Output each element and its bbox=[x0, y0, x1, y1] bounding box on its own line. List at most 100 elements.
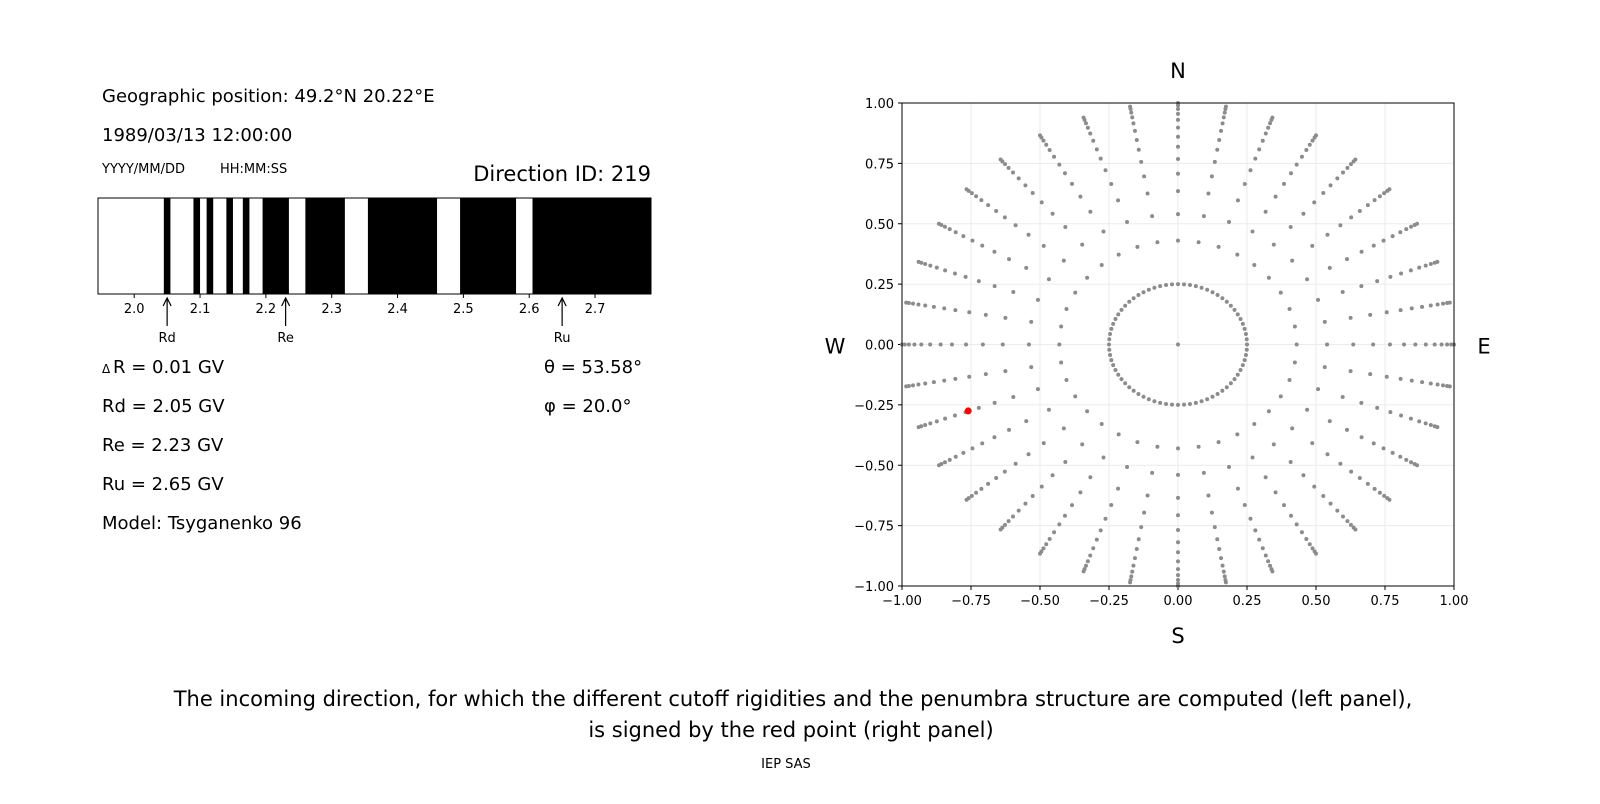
time-format: HH:MM:SS bbox=[220, 162, 287, 177]
direction-point bbox=[1201, 214, 1206, 219]
x-tick-label: 2.2 bbox=[256, 302, 277, 317]
direction-point bbox=[1024, 419, 1029, 424]
y-tick-label: −0.50 bbox=[854, 459, 894, 474]
direction-point bbox=[1116, 432, 1121, 437]
direction-point bbox=[1289, 513, 1294, 518]
direction-point bbox=[1322, 365, 1327, 370]
x-tick-label: 2.0 bbox=[124, 302, 145, 317]
direction-point bbox=[994, 476, 999, 481]
direction-point bbox=[1423, 263, 1428, 268]
direction-point bbox=[1409, 378, 1414, 383]
direction-point bbox=[1345, 519, 1350, 524]
direction-point bbox=[1070, 503, 1075, 508]
direction-point bbox=[1002, 215, 1007, 220]
direction-point bbox=[1035, 297, 1040, 302]
direction-point bbox=[1232, 307, 1237, 312]
direction-point bbox=[953, 376, 958, 381]
direction-point bbox=[1013, 461, 1018, 466]
direction-point bbox=[1357, 208, 1362, 213]
marker-label: Re bbox=[277, 331, 293, 346]
direction-point bbox=[1301, 211, 1306, 216]
x-tick-label: −0.25 bbox=[1089, 594, 1129, 609]
direction-point bbox=[1325, 342, 1330, 347]
direction-point bbox=[992, 400, 997, 405]
direction-point bbox=[1006, 165, 1011, 170]
direction-point bbox=[1127, 385, 1132, 390]
direction-point bbox=[970, 238, 975, 243]
direction-point bbox=[943, 416, 948, 421]
direction-point bbox=[1201, 470, 1206, 475]
direction-point bbox=[1026, 232, 1031, 237]
direction-point bbox=[1375, 405, 1380, 410]
direction-point bbox=[1221, 115, 1226, 120]
direction-point bbox=[1003, 315, 1008, 320]
direction-point bbox=[1116, 486, 1121, 491]
direction-point bbox=[1141, 290, 1146, 295]
caption-line-1: The incoming direction, for which the di… bbox=[173, 687, 1413, 711]
direction-point bbox=[1215, 391, 1220, 396]
direction-point bbox=[902, 342, 907, 347]
direction-point bbox=[1404, 227, 1409, 232]
x-tick-label: 0.25 bbox=[1233, 594, 1262, 609]
direction-point bbox=[1109, 326, 1114, 331]
direction-point bbox=[1242, 358, 1247, 363]
direction-point bbox=[1432, 342, 1437, 347]
direction-point bbox=[1116, 198, 1121, 203]
direction-point bbox=[1321, 494, 1326, 499]
compass-south: S bbox=[1171, 624, 1184, 648]
direction-point bbox=[1044, 542, 1049, 547]
direction-point bbox=[1244, 347, 1249, 352]
direction-point bbox=[1029, 319, 1034, 324]
direction-point bbox=[1152, 285, 1157, 290]
direction-point bbox=[942, 378, 947, 383]
direction-point bbox=[1266, 125, 1271, 130]
compass-west: W bbox=[825, 335, 846, 359]
direction-point bbox=[1278, 290, 1283, 295]
direction-point bbox=[1447, 300, 1452, 305]
direction-point bbox=[916, 259, 921, 264]
direction-point bbox=[1381, 446, 1386, 451]
x-tick-label: 2.1 bbox=[190, 302, 211, 317]
direction-point bbox=[1103, 516, 1108, 521]
direction-point bbox=[1052, 530, 1057, 535]
direction-point bbox=[1441, 301, 1446, 306]
direction-point bbox=[1310, 441, 1315, 446]
direction-point bbox=[1301, 473, 1306, 478]
x-tick-label: 0.00 bbox=[1164, 594, 1193, 609]
direction-point bbox=[1270, 115, 1275, 120]
direction-id: Direction ID: 219 bbox=[473, 162, 651, 186]
direction-point bbox=[1155, 240, 1160, 245]
direction-point bbox=[1199, 285, 1204, 290]
geographic-position: Geographic position: 49.2°N 20.22°E bbox=[102, 86, 435, 107]
direction-point bbox=[1387, 342, 1392, 347]
y-tick-label: −1.00 bbox=[854, 580, 894, 595]
direction-point bbox=[1240, 363, 1245, 368]
direction-point bbox=[1408, 416, 1413, 421]
direction-point bbox=[1398, 308, 1403, 313]
direction-point bbox=[1094, 147, 1099, 152]
direction-point bbox=[1435, 425, 1440, 430]
direction-point bbox=[1273, 194, 1278, 199]
direction-point bbox=[1176, 125, 1180, 130]
direction-point bbox=[1268, 121, 1273, 126]
direction-point bbox=[1002, 469, 1007, 474]
direction-point bbox=[1371, 441, 1376, 446]
direction-point bbox=[1169, 282, 1174, 287]
direction-point bbox=[910, 301, 915, 306]
direction-point bbox=[1399, 413, 1404, 418]
marker-label: Rd bbox=[158, 331, 175, 346]
direction-point bbox=[1119, 377, 1124, 382]
direction-point bbox=[910, 383, 915, 388]
direction-point bbox=[1428, 303, 1433, 308]
direction-point bbox=[934, 419, 939, 424]
direction-point bbox=[1038, 133, 1042, 138]
direction-point bbox=[1398, 454, 1403, 459]
direction-point bbox=[1224, 299, 1229, 304]
selected-direction-point bbox=[964, 407, 972, 415]
y-tick-label: 0.25 bbox=[865, 278, 894, 293]
direction-point bbox=[1398, 376, 1403, 381]
scatter-frame bbox=[901, 102, 1455, 587]
x-tick-label: −1.00 bbox=[882, 594, 922, 609]
direction-point bbox=[1176, 189, 1180, 194]
direction-point bbox=[1136, 147, 1141, 152]
